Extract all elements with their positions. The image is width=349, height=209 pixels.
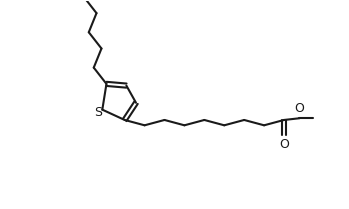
- Text: O: O: [279, 138, 289, 151]
- Text: O: O: [295, 102, 304, 115]
- Text: S: S: [94, 106, 102, 119]
